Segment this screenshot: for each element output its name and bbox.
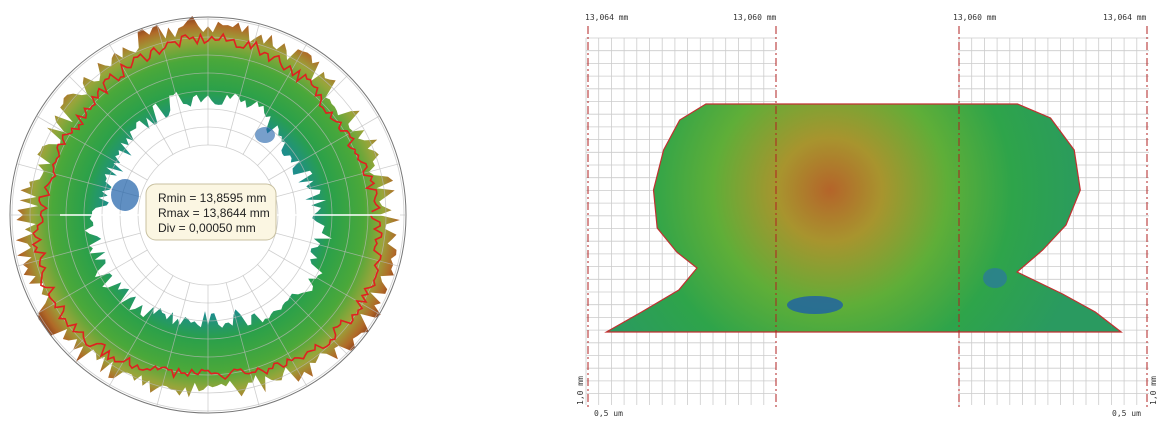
side-label: 1,0 mm	[1149, 376, 1158, 405]
low-spot	[255, 127, 275, 143]
top-label: 13,064 mm	[1103, 13, 1147, 22]
bottom-label: 0,5 um	[1112, 409, 1141, 418]
low-spot	[787, 296, 843, 314]
low-spot	[111, 179, 139, 211]
top-label: 13,060 mm	[953, 13, 997, 22]
surface-profile	[606, 104, 1121, 332]
profile-view	[586, 26, 1149, 410]
readout-line: Div = 0,00050 mm	[158, 221, 256, 235]
readout-line: Rmax = 13,8644 mm	[158, 206, 270, 220]
side-label: 1,0 mm	[576, 376, 585, 405]
bottom-label: 0,5 um	[594, 409, 623, 418]
readout-line: Rmin = 13,8595 mm	[158, 191, 266, 205]
top-label: 13,064 mm	[585, 13, 629, 22]
top-label: 13,060 mm	[733, 13, 777, 22]
page: Rmin = 13,8595 mm Rmax = 13,8644 mm Div …	[0, 0, 1159, 424]
low-spot	[983, 268, 1007, 288]
screen: Rmin = 13,8595 mm Rmax = 13,8644 mm Div …	[0, 0, 1159, 424]
